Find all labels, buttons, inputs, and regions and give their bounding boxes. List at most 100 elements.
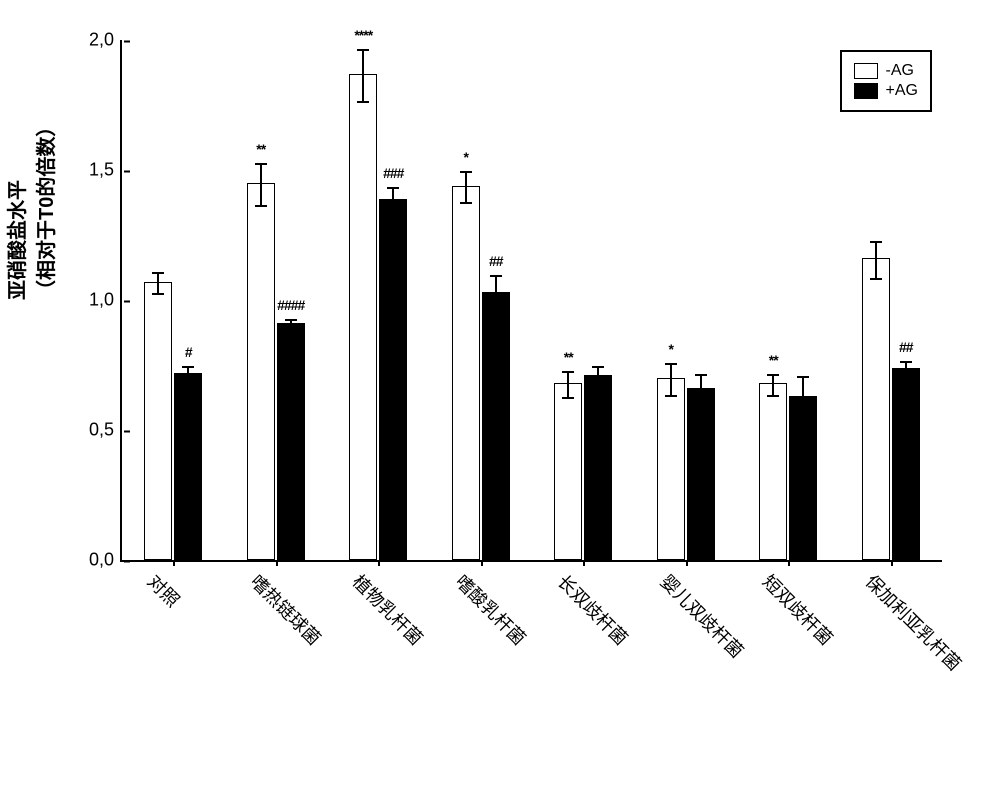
y-tick: 1,5 <box>89 160 122 181</box>
bar-minus-ag <box>862 258 890 560</box>
legend: -AG +AG <box>840 50 932 112</box>
error-bar-lower <box>567 384 569 397</box>
y-tick: 1,0 <box>89 290 122 311</box>
error-cap-lower <box>285 330 297 332</box>
error-bar-lower <box>362 75 364 101</box>
y-axis-label-line1: 亚硝酸盐水平 <box>7 180 29 300</box>
significance-marker: ** <box>564 349 573 365</box>
error-bar <box>802 376 804 397</box>
significance-marker: #### <box>277 297 304 313</box>
error-bar-lower <box>772 384 774 394</box>
x-axis-label: 长双歧杆菌 <box>552 560 643 651</box>
error-cap-lower <box>490 311 502 313</box>
bar-minus-ag: ** <box>247 183 275 560</box>
error-bar-lower <box>802 397 804 418</box>
bar-minus-ag: ** <box>759 383 787 560</box>
significance-marker: ### <box>383 165 403 181</box>
error-cap-lower <box>460 202 472 204</box>
error-bar <box>362 49 364 75</box>
legend-label: +AG <box>886 82 918 100</box>
bar-minus-ag: **** <box>349 74 377 560</box>
y-axis-label-line2: （相对于T0的倍数） <box>36 117 58 300</box>
error-cap-lower <box>900 376 912 378</box>
bar-group: * <box>657 378 715 560</box>
error-cap-lower <box>255 205 267 207</box>
legend-item-plus-ag: +AG <box>854 82 918 100</box>
significance-marker: ** <box>769 352 778 368</box>
bar-chart: 亚硝酸盐水平 （相对于T0的倍数） -AG +AG 0,00,51,01,52,… <box>20 20 980 780</box>
error-bar <box>700 374 702 390</box>
x-axis-label: 短双歧杆菌 <box>757 560 848 651</box>
error-cap-lower <box>387 213 399 215</box>
error-cap-lower <box>665 395 677 397</box>
significance-marker: * <box>669 341 673 357</box>
significance-marker: ** <box>256 141 265 157</box>
error-bar <box>597 366 599 376</box>
error-bar <box>495 275 497 293</box>
error-cap-lower <box>797 418 809 420</box>
bar-minus-ag: * <box>452 186 480 560</box>
error-bar-lower <box>157 283 159 293</box>
error-bar <box>567 371 569 384</box>
error-bar <box>260 163 262 184</box>
significance-marker: ## <box>899 339 913 355</box>
error-bar-lower <box>700 389 702 405</box>
significance-marker: * <box>464 149 468 165</box>
y-tick: 0,5 <box>89 420 122 441</box>
bar-plus-ag <box>789 396 817 560</box>
bar-group: *## <box>452 186 510 560</box>
bar-group: ## <box>862 258 920 560</box>
error-cap-lower <box>767 395 779 397</box>
error-cap-lower <box>592 387 604 389</box>
legend-label: -AG <box>886 62 914 80</box>
error-bar-lower <box>495 293 497 311</box>
error-cap-lower <box>870 278 882 280</box>
bar-plus-ag <box>584 375 612 560</box>
bar-group: **#### <box>247 183 305 560</box>
error-bar <box>187 366 189 374</box>
x-axis-label: 植物乳杆菌 <box>347 560 438 651</box>
x-axis-label: 保加利亚乳杆菌 <box>860 560 976 676</box>
error-bar <box>392 187 394 200</box>
bar-group: ** <box>554 375 612 560</box>
bar-plus-ag: ### <box>379 199 407 560</box>
error-bar-lower <box>187 374 189 382</box>
error-bar-lower <box>465 187 467 203</box>
x-axis-label: 对照 <box>142 560 194 612</box>
legend-item-minus-ag: -AG <box>854 62 918 80</box>
x-axis-label: 嗜热链球菌 <box>245 560 336 651</box>
error-cap-lower <box>562 397 574 399</box>
significance-marker: ## <box>489 253 503 269</box>
bar-plus-ag: ## <box>892 368 920 560</box>
error-cap-lower <box>182 382 194 384</box>
error-bar-lower <box>597 376 599 386</box>
error-bar <box>465 171 467 187</box>
bar-plus-ag: #### <box>277 323 305 560</box>
legend-swatch <box>854 63 878 79</box>
bar-plus-ag <box>687 388 715 560</box>
error-cap-lower <box>357 101 369 103</box>
error-bar-lower <box>670 379 672 395</box>
bar-plus-ag: # <box>174 373 202 560</box>
x-axis-label: 婴儿双歧杆菌 <box>655 560 758 663</box>
error-bar-lower <box>875 259 877 277</box>
error-bar <box>772 374 774 384</box>
bar-minus-ag: * <box>657 378 685 560</box>
legend-swatch <box>854 83 878 99</box>
bar-plus-ag: ## <box>482 292 510 560</box>
error-bar <box>670 363 672 379</box>
x-axis-label: 嗜酸乳杆菌 <box>450 560 541 651</box>
significance-marker: **** <box>354 27 372 43</box>
error-cap-lower <box>152 293 164 295</box>
error-bar-lower <box>905 369 907 377</box>
error-cap-lower <box>695 405 707 407</box>
bar-group: ****### <box>349 74 407 560</box>
plot-area: -AG +AG 0,00,51,01,52,0#对照**####嗜热链球菌***… <box>120 40 942 562</box>
bar-minus-ag <box>144 282 172 560</box>
error-bar-lower <box>392 200 394 213</box>
error-bar <box>905 361 907 369</box>
error-bar <box>157 272 159 282</box>
bar-group: ** <box>759 383 817 560</box>
y-tick: 0,0 <box>89 550 122 571</box>
error-bar-lower <box>260 184 262 205</box>
